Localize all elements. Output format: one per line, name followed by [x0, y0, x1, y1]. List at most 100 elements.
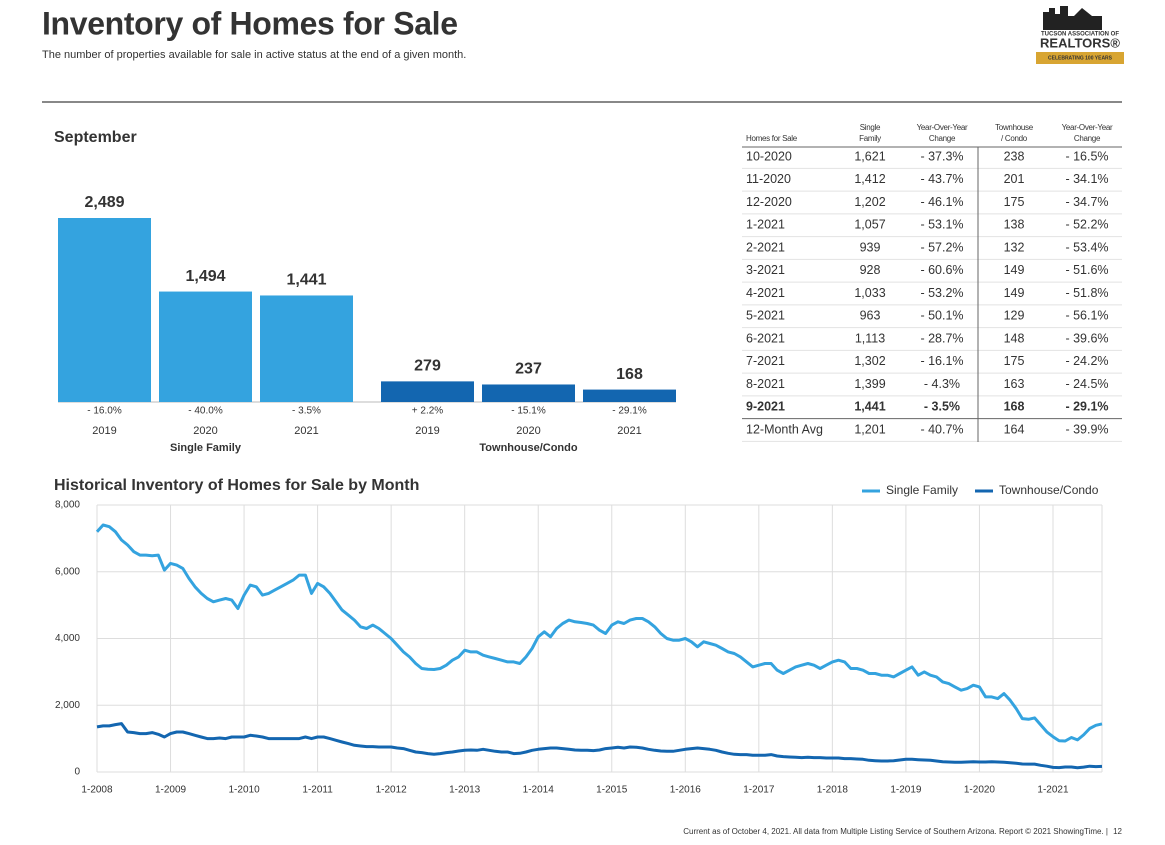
table-cell: - 37.3%	[920, 149, 963, 163]
x-tick-label: 1-2020	[964, 785, 996, 796]
y-tick-label: 2,000	[55, 700, 80, 711]
table-cell: 6-2021	[746, 331, 785, 345]
footer-note: Current as of October 4, 2021. All data …	[683, 827, 1108, 836]
x-tick-label: 1-2019	[890, 785, 922, 796]
table-cell: 8-2021	[746, 377, 785, 391]
chart-title: September	[54, 129, 137, 146]
table-header: / Condo	[1001, 134, 1028, 143]
table-cell: 963	[860, 309, 881, 323]
table-cell: 1,113	[855, 331, 885, 345]
x-tick-label: 2021	[617, 425, 641, 437]
y-tick-label: 8,000	[55, 500, 80, 511]
bar	[159, 291, 252, 402]
x-tick-label: 1-2013	[449, 785, 481, 796]
table-cell: 201	[1004, 172, 1025, 186]
table-cell: - 51.6%	[1065, 263, 1108, 277]
x-tick-label: 1-2009	[155, 785, 187, 796]
table-cell: 175	[1004, 195, 1025, 209]
table-cell: 1,621	[854, 149, 885, 163]
table-cell: 5-2021	[746, 309, 785, 323]
x-tick-label: 2019	[415, 425, 439, 437]
table-cell: 928	[860, 263, 881, 277]
table-cell: - 16.1%	[920, 354, 963, 368]
legend-label: Single Family	[886, 483, 958, 497]
x-tick-label: 2020	[516, 425, 540, 437]
x-tick-label: 1-2021	[1037, 785, 1069, 796]
table-header: Year-Over-Year	[1062, 123, 1113, 132]
table-cell: - 50.1%	[920, 309, 963, 323]
bar	[482, 384, 575, 402]
table-cell: - 53.2%	[920, 286, 963, 300]
value-label: 1,441	[286, 272, 326, 289]
table-cell: 12-2020	[746, 195, 792, 209]
x-tick-label: 1-2014	[523, 785, 555, 796]
value-label: 168	[616, 366, 643, 383]
bar	[58, 218, 151, 402]
table-cell: - 39.6%	[1065, 331, 1108, 345]
table-cell: - 16.5%	[1065, 149, 1108, 163]
table-cell: - 43.7%	[920, 172, 963, 186]
table-header: Single	[860, 123, 881, 132]
logo-text: REALTORS®	[1040, 35, 1120, 50]
group-label: Single Family	[170, 442, 242, 454]
table-cell: 1,202	[854, 195, 885, 209]
x-tick-label: 2019	[92, 425, 116, 437]
change-label: - 15.1%	[511, 406, 546, 417]
table-cell: 1,412	[854, 172, 885, 186]
table-cell: 1,201	[854, 422, 885, 436]
table-cell: 1,399	[854, 377, 885, 391]
logo-text: TUCSON ASSOCIATION OF	[1041, 32, 1119, 38]
group-label: Townhouse/Condo	[479, 442, 577, 454]
table-cell: - 53.4%	[1065, 240, 1108, 254]
table-cell: 138	[1004, 218, 1025, 232]
table-cell: 939	[860, 240, 881, 254]
table-cell: - 40.7%	[920, 422, 963, 436]
table-cell: 9-2021	[746, 400, 785, 414]
table-cell: 11-2020	[746, 172, 791, 186]
table-cell: 149	[1004, 286, 1025, 300]
series-line	[96, 722, 1103, 770]
table-cell: 129	[1004, 309, 1025, 323]
x-tick-label: 1-2010	[229, 785, 261, 796]
change-label: + 2.2%	[412, 406, 444, 417]
change-label: - 3.5%	[292, 406, 321, 417]
change-label: - 40.0%	[188, 406, 223, 417]
legend-label: Townhouse/Condo	[999, 483, 1099, 497]
table-cell: - 3.5%	[924, 400, 960, 414]
logo-text: CELEBRATING 100 YEARS	[1048, 55, 1113, 61]
change-label: - 29.1%	[612, 406, 647, 417]
x-tick-label: 1-2017	[743, 785, 775, 796]
table-header: Change	[929, 134, 956, 143]
table-cell: 163	[1004, 377, 1025, 391]
x-tick-label: 1-2011	[302, 785, 333, 796]
table-cell: - 28.7%	[920, 331, 963, 345]
bar	[260, 295, 353, 402]
table-cell: 4-2021	[746, 286, 785, 300]
table-cell: 175	[1004, 354, 1025, 368]
logo: TUCSON ASSOCIATION OF REALTORS® CELEBRAT…	[1036, 6, 1124, 64]
table-cell: - 39.9%	[1065, 422, 1108, 436]
change-label: - 16.0%	[87, 406, 122, 417]
table-cell: 238	[1004, 149, 1025, 163]
table-header: Homes for Sale	[746, 134, 798, 143]
table-cell: 2-2021	[746, 240, 785, 254]
table-cell: - 24.2%	[1065, 354, 1108, 368]
x-tick-label: 1-2018	[817, 785, 849, 796]
x-tick-label: 1-2016	[670, 785, 702, 796]
table-cell: - 29.1%	[1065, 400, 1108, 414]
table-cell: - 34.1%	[1065, 172, 1108, 186]
table-cell: - 24.5%	[1065, 377, 1108, 391]
table-cell: 3-2021	[746, 263, 785, 277]
x-tick-label: 1-2015	[596, 785, 628, 796]
y-tick-label: 4,000	[55, 633, 80, 644]
table-cell: 149	[1004, 263, 1025, 277]
table-header: Family	[859, 134, 881, 143]
table-cell: 148	[1004, 331, 1025, 345]
table-cell: - 34.7%	[1065, 195, 1108, 209]
x-tick-label: 2021	[294, 425, 318, 437]
value-label: 279	[414, 358, 441, 375]
table-header: Year-Over-Year	[917, 123, 968, 132]
x-tick-label: 1-2012	[376, 785, 408, 796]
table-cell: 1,441	[854, 400, 885, 414]
